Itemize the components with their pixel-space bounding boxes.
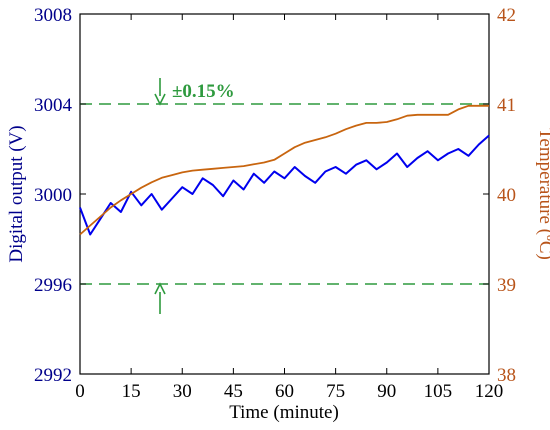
x-tick-label: 75 [326, 381, 345, 402]
y-right-tick-label: 41 [497, 95, 516, 116]
x-tick-label: 105 [424, 381, 453, 402]
y-left-tick-label: 2992 [34, 365, 72, 386]
x-axis-ticks: 0 15 30 45 60 75 90 105 120 [75, 14, 503, 402]
x-tick-label: 45 [224, 381, 243, 402]
tolerance-label: ±0.15% [172, 81, 235, 102]
down-arrow-icon [154, 93, 166, 106]
up-arrow-icon [154, 282, 166, 295]
series-line-digital-output [79, 134, 490, 236]
x-tick-label: 120 [475, 381, 504, 402]
x-tick-label: 60 [275, 381, 294, 402]
x-axis-title: Time (minute) [229, 402, 339, 423]
x-tick-label: 90 [377, 381, 396, 402]
series-layer [79, 104, 490, 236]
y-right-tick-label: 38 [497, 365, 516, 386]
plot-frame [79, 13, 490, 375]
y-right-tick-label: 39 [497, 275, 516, 296]
y-right-axis-title: Temperature (ºC) [535, 128, 550, 260]
y-left-axis-title: Digital output (V) [6, 125, 27, 262]
x-tick-label: 15 [122, 381, 141, 402]
y-left-tick-label: 2996 [34, 275, 72, 296]
y-right-tick-label: 42 [497, 5, 516, 26]
reference-lines [80, 103, 489, 285]
tolerance-annotation: ±0.15% [154, 78, 235, 314]
y-right-axis-ticks: 38 39 40 41 42 [483, 5, 516, 386]
y-right-tick-label: 40 [497, 185, 516, 206]
y-left-tick-label: 3004 [34, 95, 73, 116]
x-tick-label: 0 [75, 381, 85, 402]
y-left-tick-label: 3008 [34, 5, 72, 26]
series-line-temperature [79, 104, 489, 236]
y-left-axis-ticks: 2992 2996 3000 3004 3008 [34, 5, 86, 386]
x-tick-label: 30 [173, 381, 192, 402]
y-left-tick-label: 3000 [34, 185, 72, 206]
